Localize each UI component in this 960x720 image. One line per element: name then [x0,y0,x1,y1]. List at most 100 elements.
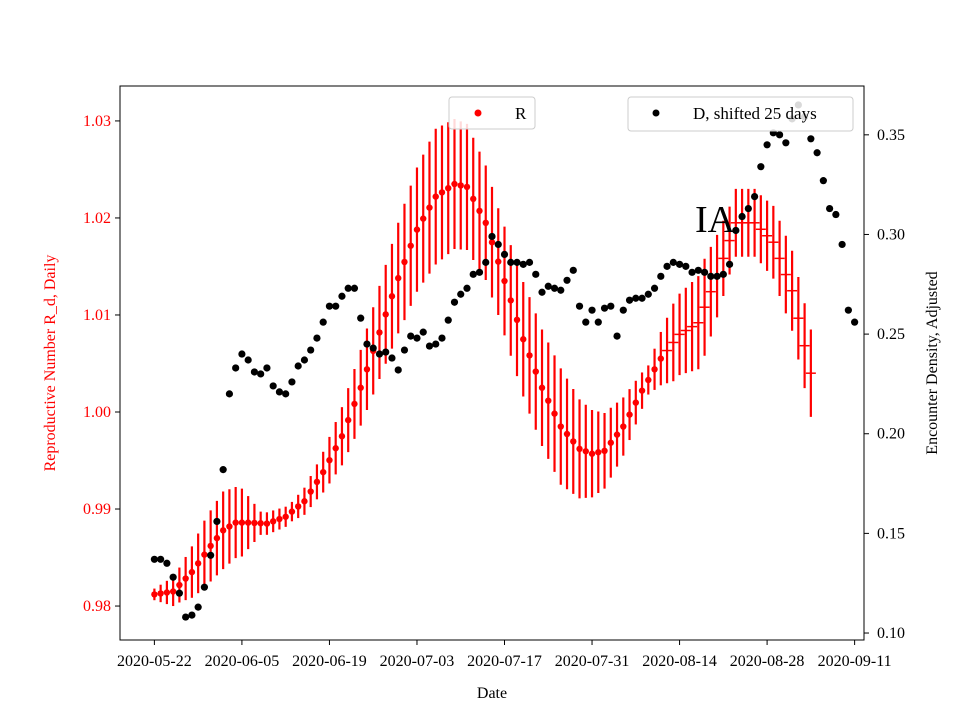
d-point [694,266,702,274]
left-y-tick-label: 1.02 [83,210,111,227]
d-point [250,368,259,376]
d-point [563,276,571,284]
r-point [357,384,364,391]
d-point [750,193,759,201]
left-y-axis: 0.98 0.99 1.00 1.01 1.02 1.03 [83,113,120,615]
legend-d-box [627,96,854,132]
x-tick-label: 2020-06-19 [292,653,367,670]
d-point [482,258,490,266]
d-point [207,551,215,559]
r-point [495,258,502,265]
r-point [276,515,283,523]
d-point [813,149,821,157]
r-point [282,513,289,520]
d-point [838,240,846,249]
r-point [244,519,252,526]
legend-d: D, shifted 25 days [627,96,854,132]
left-y-tick-label: 0.99 [83,501,111,518]
left-y-tick-label: 1.03 [83,113,111,130]
r-point [457,182,464,189]
r-point [345,416,352,424]
r-point [613,431,621,438]
left-y-tick-label: 0.98 [83,598,111,615]
d-point [394,366,402,374]
d-point [625,296,634,304]
d-point [707,272,715,280]
r-point [351,400,358,408]
d-point [175,589,183,597]
d-point [450,298,459,306]
r-point [626,411,633,418]
d-point [725,260,734,268]
r-point [545,397,552,404]
d-point [500,250,509,258]
d-point [819,177,827,185]
d-point [538,288,546,296]
r-point [269,518,277,525]
right-y-tick-label: 0.15 [877,525,905,542]
d-point [238,350,246,358]
d-point [219,466,227,474]
d-point [188,611,196,619]
r-point [601,447,608,455]
r-point [388,293,396,300]
d-point [851,318,859,326]
r-point [251,519,258,527]
d-point [619,306,627,314]
r-point [413,226,421,233]
d-point [513,258,521,266]
r-point [557,423,564,430]
r-point [470,195,477,203]
r-point [657,355,665,362]
r-point [219,527,227,534]
d-point [688,268,696,276]
d-point [269,382,277,390]
d-point [600,304,609,312]
r-point [363,366,371,373]
d-point [644,290,652,298]
r-point [301,498,308,505]
r-point [176,581,183,589]
d-point [232,364,240,372]
d-point [457,290,465,298]
r-point [607,439,614,446]
d-point [300,356,309,364]
d-point [400,346,409,354]
r-point [488,239,496,246]
d-point [469,270,477,278]
r-point [532,368,539,375]
legend-d-marker [652,109,660,117]
right-y-tick-label: 0.10 [877,625,905,642]
d-point [425,342,434,350]
d-point [582,318,590,326]
right-y-tick-label: 0.25 [877,326,905,343]
left-y-tick-label: 1.01 [83,307,111,324]
d-point [607,302,615,310]
d-point [350,284,359,292]
r-point [263,520,271,527]
d-point [307,346,315,354]
x-tick-label: 2020-07-17 [467,653,542,670]
r-point [201,551,208,558]
r-point [595,449,602,456]
r-point [451,180,458,188]
d-point [613,332,621,340]
d-series-layer [150,101,859,621]
d-point [338,292,346,300]
r-point [307,488,314,495]
d-point [263,364,271,372]
d-point [325,302,334,310]
r-point [507,297,514,304]
d-point [550,284,559,292]
d-point [575,302,584,310]
d-point [519,260,527,268]
d-point [826,204,834,213]
r-point [463,183,471,191]
legend-r-label: R [515,104,527,123]
right-y-axis-label: Encounter Density, Adjusted [924,271,941,454]
r-point [338,433,346,440]
x-tick-label: 2020-09-11 [818,653,892,670]
x-tick-label: 2020-05-22 [117,653,192,670]
d-point [432,340,440,348]
